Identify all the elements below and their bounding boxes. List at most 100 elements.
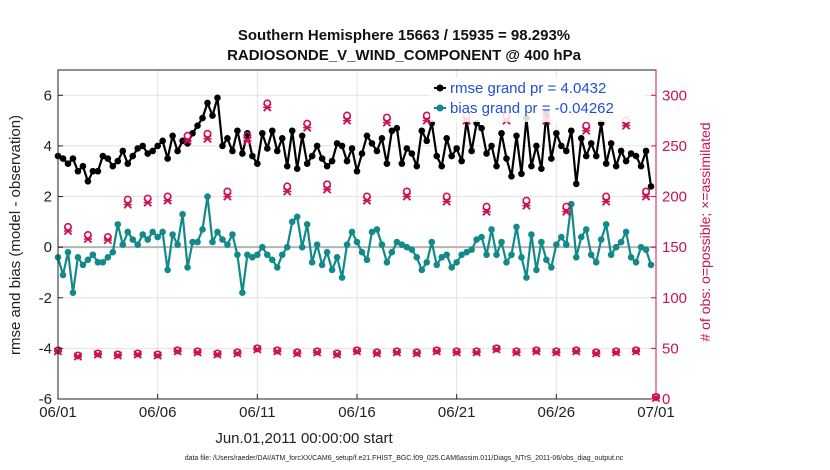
- obs-assimilated-marker: [163, 196, 172, 205]
- obs-assimilated-marker: [472, 348, 481, 357]
- rmse-point: [413, 162, 421, 170]
- bias-point: [159, 228, 166, 236]
- obs-assimilated-marker: [621, 121, 631, 130]
- obs-possible-marker: [203, 129, 212, 138]
- rmse-point: [582, 152, 590, 160]
- obs-assimilated-marker: [173, 347, 182, 356]
- rmse-point: [64, 160, 72, 167]
- bias-point: [453, 259, 460, 266]
- bias-point: [443, 251, 451, 259]
- plot-area: [53, 69, 661, 403]
- bias-point: [224, 241, 231, 248]
- rmse-point: [239, 150, 246, 157]
- y-tick-label-left: -6: [39, 391, 52, 408]
- bias-point: [393, 238, 401, 246]
- bias-point: [418, 266, 426, 274]
- bias-point: [79, 261, 87, 269]
- x-tick-label: 06/11: [239, 404, 275, 421]
- legend-rmse-marker: [436, 84, 444, 92]
- rmse-point: [318, 155, 326, 162]
- rmse-point: [383, 160, 391, 167]
- obs-assimilated-marker: [312, 348, 322, 357]
- bias-point: [642, 246, 650, 253]
- bias-point: [149, 228, 156, 236]
- obs-assimilated-marker: [591, 349, 601, 358]
- rmse-point: [69, 155, 77, 162]
- y-axis-left: -6 -4 -2 0 2 4 6: [39, 87, 63, 408]
- x-tick-label: 06/26: [538, 404, 576, 421]
- rmse-point: [283, 162, 291, 170]
- rmse-point: [408, 150, 416, 157]
- obs-possible-marker: [642, 187, 651, 196]
- rmse-point: [558, 142, 565, 150]
- obs-possible-marker: [402, 187, 411, 196]
- obs-possible-marker: [352, 346, 361, 355]
- rmse-point: [548, 155, 555, 162]
- bias-point: [572, 253, 580, 261]
- bias-point: [219, 236, 226, 243]
- obs-assimilated-marker: [93, 350, 103, 359]
- bias-point: [647, 261, 655, 269]
- rmse-point: [144, 150, 151, 157]
- obs-possible-marker: [213, 349, 222, 358]
- obs-assimilated-marker: [123, 200, 133, 209]
- obs-assimilated-marker: [203, 134, 212, 144]
- rmse-point: [503, 155, 510, 162]
- rmse-point: [358, 150, 366, 157]
- rmse-point: [567, 127, 575, 135]
- bias-point: [538, 238, 545, 246]
- rmse-point: [124, 160, 132, 167]
- bias-point: [463, 248, 470, 256]
- rmse-point: [224, 135, 231, 142]
- bias-point: [169, 231, 176, 238]
- bias-point: [433, 261, 441, 269]
- bias-point: [627, 253, 635, 261]
- y-tick-label-left: -4: [39, 340, 52, 357]
- bias-point: [343, 241, 351, 248]
- bias-point: [587, 251, 595, 259]
- bias-point: [249, 253, 256, 261]
- rmse-point: [219, 142, 226, 150]
- rmse-point: [433, 152, 441, 160]
- bias-point: [488, 226, 495, 233]
- obs-possible-marker: [562, 202, 571, 211]
- bias-point: [632, 259, 640, 266]
- rmse-point: [553, 129, 560, 137]
- obs-assimilated-marker: [452, 348, 461, 357]
- bias-point: [114, 221, 122, 228]
- bias-point: [229, 231, 236, 238]
- rmse-point: [647, 183, 655, 190]
- bias-point: [577, 233, 585, 241]
- bias-point: [144, 236, 151, 243]
- bias-point: [348, 228, 356, 236]
- rmse-point: [493, 162, 500, 170]
- obs-possible-marker: [372, 348, 381, 357]
- bias-point: [119, 241, 127, 248]
- obs-assimilated-marker: [113, 351, 123, 360]
- bias-point: [528, 231, 535, 238]
- obs-assimilated-marker: [213, 350, 222, 359]
- rmse-point: [333, 140, 341, 147]
- bias-point: [468, 246, 475, 253]
- rmse-point: [139, 142, 147, 150]
- bias-point: [179, 210, 186, 218]
- bias-point: [368, 228, 376, 236]
- rmse-point: [199, 114, 206, 122]
- bias-point: [139, 231, 147, 238]
- bias-point: [293, 213, 301, 221]
- bias-point: [84, 256, 92, 264]
- obs-possible-marker: [632, 346, 641, 355]
- bias-point: [94, 259, 102, 266]
- bias-point: [617, 238, 625, 246]
- y-tick-label-left: 0: [44, 239, 52, 256]
- rmse-point: [388, 127, 396, 135]
- bias-point: [473, 236, 480, 243]
- rmse-point: [398, 160, 406, 167]
- rmse-point: [508, 172, 515, 180]
- bias-point: [303, 221, 311, 228]
- obs-assimilated-marker: [143, 198, 152, 207]
- bias-point: [413, 253, 421, 261]
- rmse-point: [458, 157, 465, 165]
- rmse-point: [278, 135, 286, 142]
- rmse-point: [74, 167, 82, 175]
